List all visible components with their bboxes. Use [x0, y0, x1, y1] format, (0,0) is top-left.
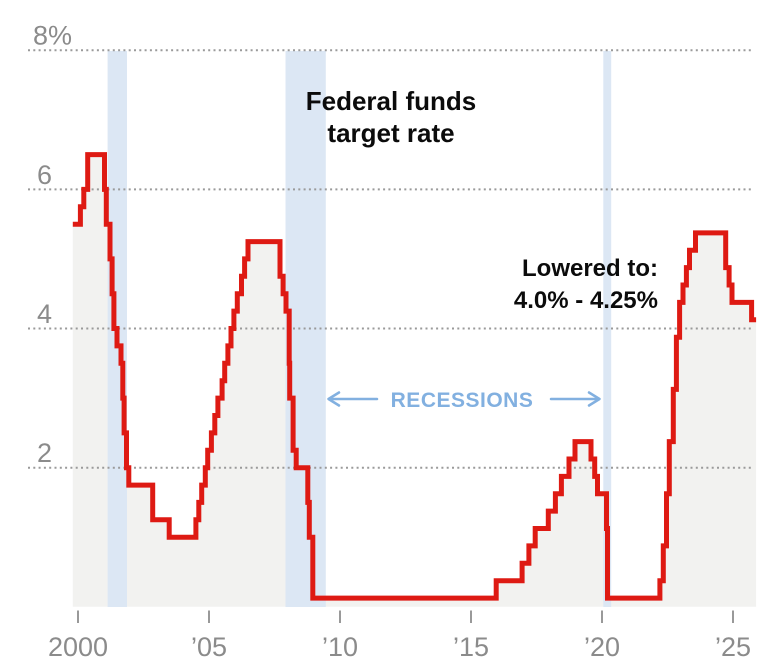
x-axis-tick-label: ’10: [322, 632, 358, 662]
y-axis-tick-label: 6: [37, 160, 52, 190]
x-axis-tick-label: 2000: [48, 632, 108, 662]
axes-layer: 8% 6 4 2 2000 ’05 ’10 ’15 ’20 ’25: [33, 21, 751, 662]
x-axis-tick-label: ’25: [715, 632, 751, 662]
lowered-to-annotation-line2: 4.0% - 4.25%: [514, 287, 658, 314]
x-axis-tick-label: ’05: [191, 632, 227, 662]
x-axis-tick-label: ’15: [453, 632, 489, 662]
y-axis-tick-label: 8%: [33, 21, 72, 51]
y-axis-tick-label: 2: [37, 438, 52, 468]
chart-title-line1: Federal funds: [306, 86, 476, 116]
area-fill-layer: [72, 154, 757, 607]
x-axis-tick-label: ’20: [584, 632, 620, 662]
chart-title-line2: target rate: [327, 118, 454, 148]
rate-step-line: [72, 152, 757, 601]
y-axis-tick-label: 4: [37, 299, 52, 329]
recessions-label: RECESSIONS: [391, 389, 534, 412]
rate-line-layer: [72, 152, 757, 601]
recession-band: [285, 51, 326, 607]
gridlines-layer: [28, 49, 754, 469]
recession-arrow-right-icon: [549, 391, 601, 407]
lowered-to-annotation-line1: Lowered to:: [522, 255, 658, 282]
rate-area-fill: [72, 154, 757, 607]
recession-arrow-left-icon: [327, 391, 379, 407]
